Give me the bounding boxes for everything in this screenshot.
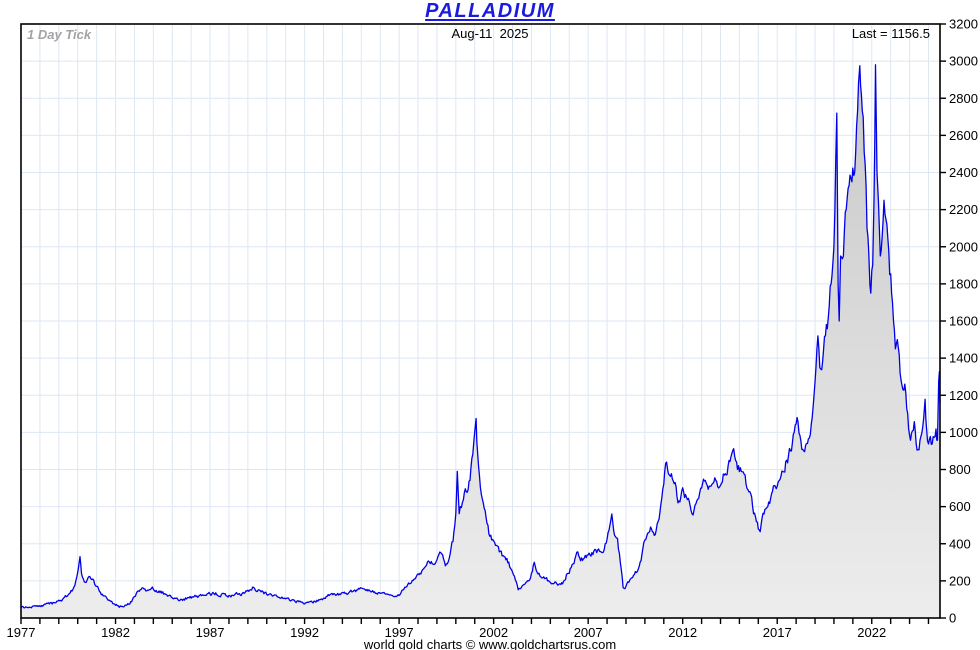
y-tick-label: 1000 <box>949 425 978 440</box>
y-tick-label: 2600 <box>949 128 978 143</box>
y-tick-label: 800 <box>949 462 971 477</box>
x-tick-label: 1992 <box>290 625 319 640</box>
price-area-fill <box>21 64 940 618</box>
date-label: Aug-11 2025 <box>451 26 529 41</box>
copyright-caption: world gold charts © www.goldchartsrus.co… <box>363 637 617 650</box>
y-tick-label: 2200 <box>949 202 978 217</box>
y-tick-label: 600 <box>949 499 971 514</box>
y-tick-label: 2400 <box>949 165 978 180</box>
axis-ticks <box>20 23 946 624</box>
y-tick-label: 1800 <box>949 276 978 291</box>
x-tick-label: 2002 <box>479 625 508 640</box>
y-tick-label: 1200 <box>949 388 978 403</box>
y-tick-label: 2800 <box>949 91 978 106</box>
y-tick-label: 400 <box>949 536 971 551</box>
x-tick-label: 2012 <box>668 625 697 640</box>
x-tick-label: 2017 <box>763 625 792 640</box>
x-tick-label: 2022 <box>857 625 886 640</box>
price-line <box>20 64 941 609</box>
x-tick-label: 2007 <box>574 625 603 640</box>
interval-label: 1 Day Tick <box>27 27 92 42</box>
last-price-label: Last = 1156.5 <box>851 26 930 41</box>
y-tick-label: 0 <box>949 611 956 626</box>
x-tick-label: 1982 <box>101 625 130 640</box>
y-tick-label: 3000 <box>949 54 978 69</box>
y-tick-label: 3200 <box>949 17 978 32</box>
y-tick-label: 2000 <box>949 239 978 254</box>
axis-labels: 0 200 400 600 800 1000 1200 1400 1600 1800 2000 220… <box>7 17 978 641</box>
y-tick-label: 1600 <box>949 314 978 329</box>
x-tick-label: 1987 <box>196 625 225 640</box>
x-tick-label: 1977 <box>7 625 36 640</box>
y-tick-label: 1400 <box>949 351 978 366</box>
page-title: PALLADIUM <box>425 0 555 22</box>
x-tick-label: 1997 <box>385 625 414 640</box>
y-tick-label: 200 <box>949 573 971 588</box>
